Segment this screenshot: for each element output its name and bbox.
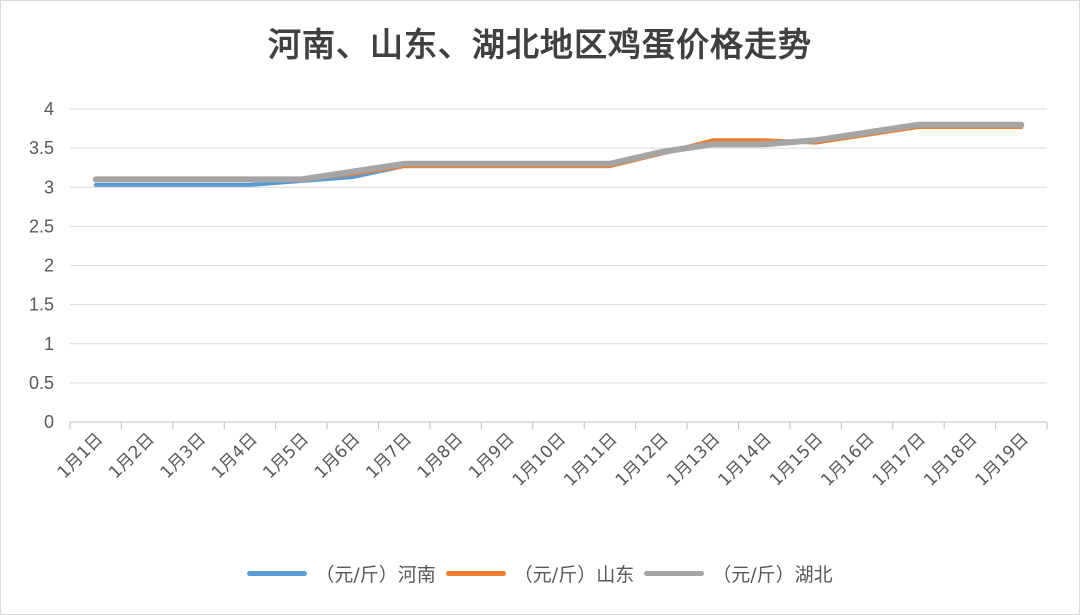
legend-item-hubei: （元/斤）湖北 — [644, 560, 833, 587]
x-tick-label: 1月10日 — [509, 429, 570, 490]
x-tick-label: 1月3日 — [157, 429, 210, 482]
x-tick-label: 1月15日 — [766, 429, 827, 490]
legend-swatch-henan — [247, 570, 308, 576]
legend-item-henan: （元/斤）河南 — [247, 560, 436, 587]
legend: （元/斤）河南 （元/斤）山东 （元/斤）湖北 — [0, 555, 1080, 591]
x-tick-label: 1月12日 — [612, 429, 673, 490]
y-tick-label: 2 — [44, 256, 54, 276]
legend-label-shandong: （元/斤）山东 — [513, 563, 635, 586]
y-tick-label: 1 — [44, 334, 54, 354]
y-tick-label: 3.5 — [29, 138, 54, 158]
legend-label-hubei: （元/斤）湖北 — [712, 563, 833, 586]
x-tick-label: 1月16日 — [817, 429, 878, 490]
x-tick-label: 1月13日 — [663, 429, 724, 490]
y-tick-label: 4 — [44, 99, 54, 119]
x-tick-label: 1月5日 — [259, 429, 312, 482]
x-tick-label: 1月19日 — [972, 429, 1033, 490]
legend-label-henan: （元/斤）河南 — [315, 563, 436, 586]
y-tick-label: 3 — [44, 177, 54, 197]
x-tick-label: 1月7日 — [362, 429, 415, 482]
y-tick-label: 1.5 — [29, 295, 54, 315]
series-line — [92, 121, 1025, 183]
x-tick-label: 1月1日 — [54, 429, 107, 482]
y-tick-label: 2.5 — [29, 216, 54, 236]
x-tick-label: 1月8日 — [414, 429, 467, 482]
x-tick-label: 1月18日 — [920, 429, 981, 490]
y-tick-label: 0 — [44, 412, 54, 432]
series-line — [93, 125, 1024, 182]
x-tick-label: 1月6日 — [311, 429, 364, 482]
legend-swatch-hubei — [644, 570, 705, 576]
x-tick-label: 1月17日 — [869, 429, 930, 490]
legend-item-shandong: （元/斤）山东 — [445, 560, 635, 587]
x-tick-label: 1月2日 — [105, 429, 158, 482]
x-tick-label: 1月4日 — [208, 429, 261, 482]
chart-title: 河南、山东、湖北地区鸡蛋价格走势 — [268, 25, 812, 64]
legend-swatch-shandong — [445, 570, 506, 576]
y-tick-label: 0.5 — [29, 373, 54, 393]
x-tick-label: 1月14日 — [715, 429, 776, 490]
x-tick-label: 1月11日 — [560, 429, 621, 490]
